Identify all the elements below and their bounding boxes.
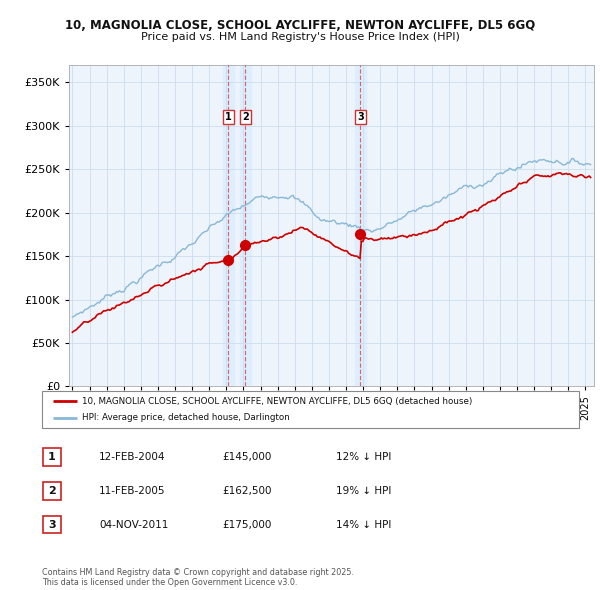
Text: 3: 3 — [357, 112, 364, 122]
Text: 19% ↓ HPI: 19% ↓ HPI — [336, 486, 391, 496]
Text: 1: 1 — [48, 453, 56, 462]
Text: 12% ↓ HPI: 12% ↓ HPI — [336, 453, 391, 462]
Text: Contains HM Land Registry data © Crown copyright and database right 2025.
This d: Contains HM Land Registry data © Crown c… — [42, 568, 354, 587]
Text: £145,000: £145,000 — [222, 453, 271, 462]
Text: 14% ↓ HPI: 14% ↓ HPI — [336, 520, 391, 529]
Text: £162,500: £162,500 — [222, 486, 271, 496]
Text: 3: 3 — [48, 520, 56, 529]
Text: 2: 2 — [48, 486, 56, 496]
Text: 12-FEB-2004: 12-FEB-2004 — [99, 453, 166, 462]
Bar — [355, 65, 365, 386]
Text: 11-FEB-2005: 11-FEB-2005 — [99, 486, 166, 496]
Text: £175,000: £175,000 — [222, 520, 271, 529]
Text: 1: 1 — [225, 112, 232, 122]
Text: 10, MAGNOLIA CLOSE, SCHOOL AYCLIFFE, NEWTON AYCLIFFE, DL5 6GQ (detached house): 10, MAGNOLIA CLOSE, SCHOOL AYCLIFFE, NEW… — [82, 397, 473, 406]
Bar — [241, 65, 251, 386]
Text: 2: 2 — [242, 112, 249, 122]
Text: HPI: Average price, detached house, Darlington: HPI: Average price, detached house, Darl… — [82, 413, 290, 422]
Text: Price paid vs. HM Land Registry's House Price Index (HPI): Price paid vs. HM Land Registry's House … — [140, 32, 460, 42]
Bar — [223, 65, 233, 386]
Text: 10, MAGNOLIA CLOSE, SCHOOL AYCLIFFE, NEWTON AYCLIFFE, DL5 6GQ: 10, MAGNOLIA CLOSE, SCHOOL AYCLIFFE, NEW… — [65, 19, 535, 32]
Text: 04-NOV-2011: 04-NOV-2011 — [99, 520, 169, 529]
